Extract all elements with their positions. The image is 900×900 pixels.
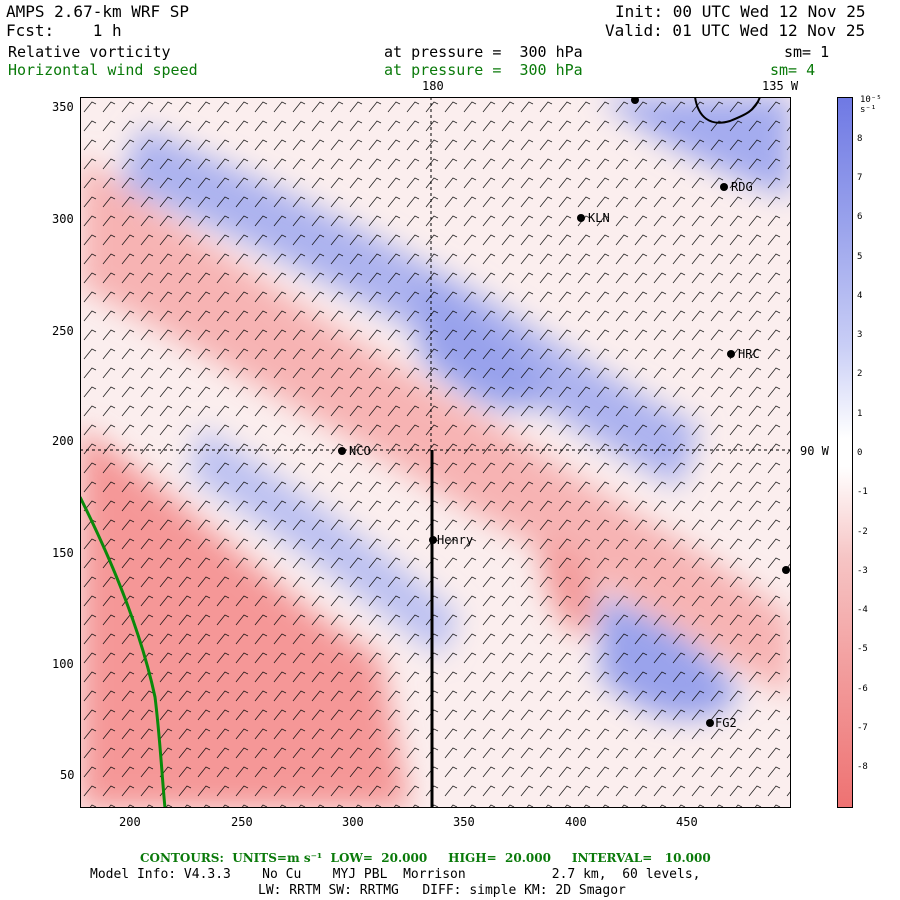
field2-level: at pressure = 300 hPa (384, 61, 583, 79)
station-dot[interactable] (631, 97, 639, 104)
colorbar-label: -5 (857, 644, 868, 654)
model-info-physics: LW: RRTM SW: RRTMG DIFF: simple KM: 2D S… (258, 883, 626, 898)
contour-info: CONTOURS: UNITS=m s⁻¹ LOW= 20.000 HIGH= … (140, 851, 711, 865)
colorbar-label: -2 (857, 527, 868, 537)
colorbar-label: 4 (857, 291, 863, 301)
model-info: Model Info: V4.3.3 No Cu MYJ PBL Morriso… (90, 867, 701, 882)
x-tick: 200 (119, 815, 141, 829)
plot-frame (80, 97, 791, 808)
colorbar-label: -4 (857, 605, 868, 615)
station-dot[interactable] (782, 566, 790, 574)
station-kln: KLN (588, 211, 610, 225)
wind-speed-contour (80, 496, 167, 808)
y-tick: 50 (60, 768, 75, 782)
colorbar-label: -1 (857, 487, 868, 497)
init-time: Init: 00 UTC Wed 12 Nov 25 (615, 2, 866, 21)
map-plot-area[interactable]: RDG KLN HRC NCO Henry FG2 (80, 97, 791, 808)
colorbar-unit: 10⁻⁵ s⁻¹ (860, 95, 882, 115)
y-tick: 250 (52, 324, 74, 338)
x-tick: 300 (342, 815, 364, 829)
field2-name: Horizontal wind speed (8, 61, 198, 79)
coastline (694, 97, 761, 124)
x-tick: 250 (231, 815, 253, 829)
colorbar-label: -7 (857, 723, 868, 733)
model-title: AMPS 2.67-km WRF SP (6, 2, 190, 21)
x-tick: 350 (453, 815, 475, 829)
station-dot[interactable] (720, 183, 728, 191)
station-fg2: FG2 (715, 716, 737, 730)
x-tick: 400 (565, 815, 587, 829)
field1-level: at pressure = 300 hPa (384, 43, 583, 61)
colorbar-label: -3 (857, 566, 868, 576)
station-dot[interactable] (429, 536, 437, 544)
colorbar-label: 1 (857, 409, 863, 419)
colorbar-label: 0 (857, 448, 863, 458)
station-dot[interactable] (577, 214, 585, 222)
field1-smoothing: sm= 1 (784, 43, 830, 61)
wind-barbs (80, 97, 791, 808)
field2-smoothing: sm= 4 (770, 61, 816, 79)
lon-label-135w: 135 W (762, 79, 799, 93)
station-dot[interactable] (338, 447, 346, 455)
station-nco: NCO (349, 444, 371, 458)
field1-name: Relative vorticity (8, 43, 171, 61)
station-hrc: HRC (738, 347, 760, 361)
colorbar-label: -8 (857, 762, 868, 772)
valid-time: Valid: 01 UTC Wed 12 Nov 25 (605, 21, 866, 40)
y-tick: 150 (52, 546, 74, 560)
vorticity-map (80, 97, 791, 808)
colorbar (837, 97, 853, 808)
forecast-hour: Fcst: 1 h (6, 21, 122, 40)
colorbar-label: 5 (857, 252, 863, 262)
colorbar-label: 7 (857, 173, 863, 183)
station-rdg: RDG (731, 180, 753, 194)
y-tick: 300 (52, 212, 74, 226)
colorbar-label: 8 (857, 134, 863, 144)
station-dot[interactable] (706, 719, 714, 727)
colorbar-label: 3 (857, 330, 863, 340)
x-tick: 450 (676, 815, 698, 829)
colorbar-label: -6 (857, 684, 868, 694)
y-tick: 350 (52, 100, 74, 114)
lon-label-90w: 90 W (800, 444, 829, 458)
y-tick: 100 (52, 657, 74, 671)
station-henry: Henry (437, 533, 474, 547)
lon-label-180: 180 (422, 79, 444, 93)
colorbar-label: 6 (857, 212, 863, 222)
colorbar-label: 2 (857, 369, 863, 379)
station-dot[interactable] (727, 350, 735, 358)
y-tick: 200 (52, 434, 74, 448)
